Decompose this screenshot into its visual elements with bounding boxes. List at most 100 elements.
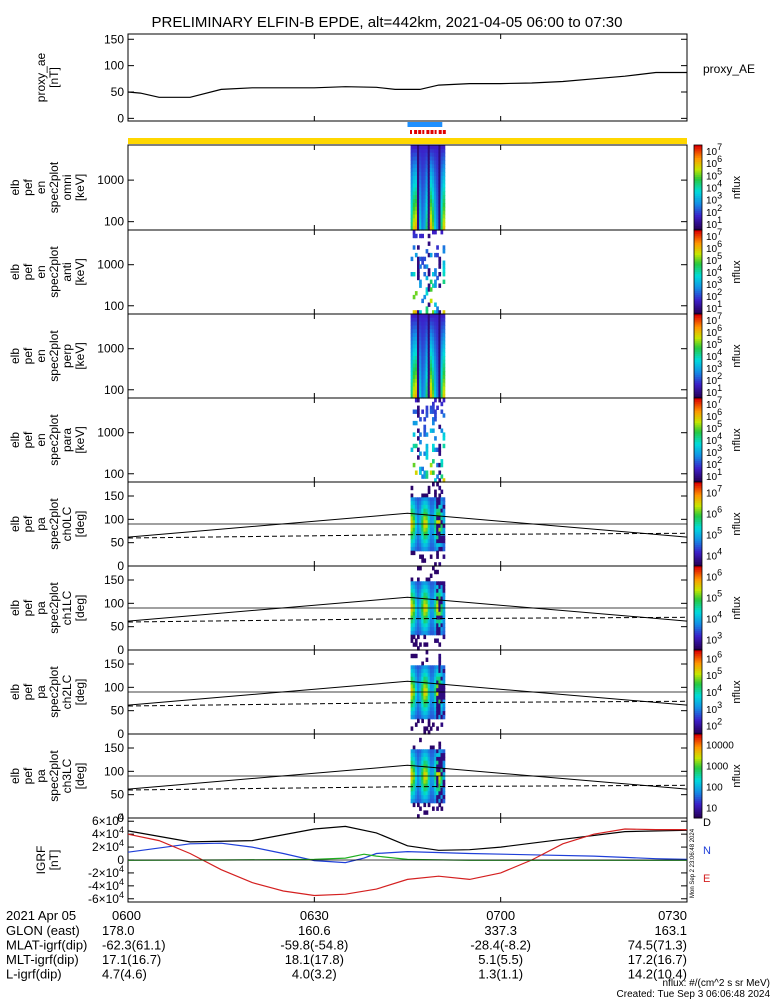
heatmap-cell	[432, 179, 435, 185]
heatmap-cell	[421, 535, 424, 540]
colorbar-segment	[694, 408, 702, 412]
heatmap-cell	[423, 779, 427, 785]
heatmap-cell	[410, 340, 414, 346]
heatmap-cell	[436, 172, 439, 177]
heatmap-cell	[440, 325, 444, 330]
data-flag-segment	[422, 130, 425, 134]
heatmap-cell	[410, 512, 414, 517]
heatmap-cell	[436, 611, 439, 617]
heatmap-cell	[410, 152, 414, 158]
heatmap-cell	[414, 608, 418, 613]
heatmap-cell	[438, 760, 442, 766]
heatmap-cell	[417, 191, 420, 196]
heatmap-cell	[427, 623, 431, 628]
heatmap-cell	[429, 608, 433, 613]
heatmap-cell	[427, 218, 431, 223]
heatmap-cell	[417, 791, 420, 796]
heatmap-cell	[438, 325, 442, 330]
heatmap-cell	[423, 164, 427, 169]
colorbar-segment	[694, 635, 702, 638]
heatmap-cell	[417, 405, 420, 410]
heatmap-cell	[440, 348, 444, 353]
row-value: 14.2(10.4)	[628, 967, 687, 982]
heatmap-cell	[419, 156, 422, 162]
heatmap-cell	[417, 314, 420, 319]
heatmap-cell	[442, 676, 446, 682]
heatmap-cell	[412, 420, 416, 426]
heatmap-cell	[421, 314, 424, 319]
heatmap-cell	[421, 497, 424, 502]
heatmap-cell	[410, 653, 414, 659]
heatmap-cell	[440, 711, 444, 716]
colorbar-segment	[694, 599, 702, 603]
heatmap-cell	[432, 684, 435, 689]
heatmap-cell	[419, 340, 422, 346]
heatmap-cell	[427, 501, 431, 506]
heatmap-cell	[429, 714, 433, 720]
colorbar-tick-label: 103	[706, 631, 722, 647]
heatmap-cell	[438, 260, 442, 265]
heatmap-cell	[432, 611, 435, 617]
heatmap-cell	[432, 459, 435, 464]
heatmap-cell	[438, 741, 442, 746]
heatmap-cell	[434, 695, 437, 701]
heatmap-cell	[412, 156, 416, 162]
colorbar-segment	[694, 597, 702, 601]
heatmap-cell	[419, 264, 422, 269]
y-axis-label: ch0LC	[60, 506, 74, 541]
heatmap-cell	[429, 195, 433, 200]
heatmap-cell	[410, 638, 414, 643]
y-axis-label: pa	[34, 769, 48, 783]
colorbar-segment	[694, 230, 702, 233]
heatmap-cell	[410, 546, 414, 552]
colorbar-segment	[694, 204, 702, 208]
science-zone-bar	[407, 122, 443, 127]
series-label: E	[703, 873, 710, 885]
heatmap-cell	[432, 145, 435, 150]
heatmap-cell	[442, 148, 446, 154]
heatmap-cell	[434, 179, 437, 185]
heatmap-cell	[442, 615, 446, 620]
colorbar-segment	[694, 664, 702, 668]
colorbar-segment	[694, 692, 702, 695]
heatmap-cell	[419, 543, 422, 548]
heatmap-cell	[425, 692, 429, 697]
heatmap-cell	[419, 798, 422, 804]
heatmap-cell	[414, 753, 418, 758]
heatmap-cell	[421, 474, 424, 479]
heatmap-cell	[432, 764, 435, 769]
heatmap-cell	[434, 779, 437, 785]
heatmap-cell	[419, 183, 422, 189]
heatmap-cell	[412, 367, 416, 372]
heatmap-cell	[414, 164, 418, 169]
heatmap-cell	[440, 623, 444, 628]
heatmap-cell	[429, 175, 433, 181]
heatmap-cell	[429, 588, 433, 594]
heatmap-cell	[419, 148, 422, 154]
heatmap-cell	[421, 600, 424, 605]
heatmap-cell	[414, 222, 418, 227]
heatmap-cell	[429, 726, 433, 731]
heatmap-cell	[429, 210, 433, 216]
heatmap-cell	[440, 516, 444, 521]
heatmap-cell	[440, 699, 444, 704]
colorbar-segment	[694, 513, 702, 517]
heatmap-cell	[417, 581, 420, 586]
heatmap-cell	[429, 749, 433, 754]
colorbar-segment	[694, 351, 702, 355]
heatmap-cell	[434, 623, 437, 628]
colorbar-segment	[694, 742, 702, 745]
heatmap-cell	[421, 768, 424, 773]
loss-cone-line	[127, 680, 688, 706]
heatmap-cell	[442, 508, 446, 514]
colorbar-segment	[694, 650, 702, 653]
heatmap-cell	[425, 642, 429, 647]
heatmap-cell	[417, 382, 420, 388]
heatmap-cell	[412, 348, 416, 353]
heatmap-cell	[423, 203, 427, 208]
heatmap-cell	[427, 760, 431, 766]
colorbar-segment	[694, 517, 702, 521]
colorbar-tick-label: 105	[706, 666, 722, 682]
heatmap-cell	[414, 772, 418, 777]
